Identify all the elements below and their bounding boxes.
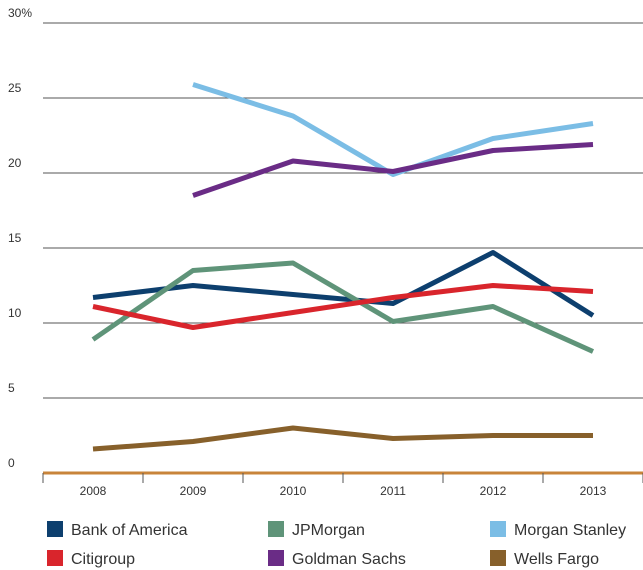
legend-swatch <box>490 521 506 537</box>
series-line <box>92 425 593 452</box>
x-tick-label: 2010 <box>280 484 307 498</box>
y-tick-label: 0 <box>8 456 15 470</box>
x-tick-label: 2009 <box>180 484 207 498</box>
y-tick-label: 10 <box>8 306 22 320</box>
x-tick-label: 2013 <box>580 484 607 498</box>
series-line <box>92 283 594 330</box>
y-tick-label: 15 <box>8 231 22 245</box>
legend-text: Goldman Sachs <box>292 551 406 568</box>
legend-swatch <box>47 550 63 566</box>
series-line <box>91 260 595 354</box>
legend-text: Citigroup <box>71 551 135 568</box>
series-line <box>192 82 594 177</box>
legend-text: JPMorgan <box>292 522 365 539</box>
series-line <box>92 250 595 318</box>
series-line <box>192 142 594 198</box>
legend-swatch <box>47 521 63 537</box>
y-tick-label: 25 <box>8 81 22 95</box>
x-tick-label: 2012 <box>480 484 507 498</box>
y-tick-label: 20 <box>8 156 22 170</box>
legend-text: Bank of America <box>71 522 188 539</box>
y-tick-label: 5 <box>8 381 15 395</box>
legend-swatch <box>268 521 284 537</box>
y-tick-label: 30% <box>8 6 32 20</box>
legend-text: Wells Fargo <box>514 551 599 568</box>
x-tick-label: 2008 <box>80 484 107 498</box>
legend-text: Morgan Stanley <box>514 522 626 539</box>
legend-swatch <box>490 550 506 566</box>
legend-swatch <box>268 550 284 566</box>
x-tick-label: 2011 <box>380 484 406 498</box>
